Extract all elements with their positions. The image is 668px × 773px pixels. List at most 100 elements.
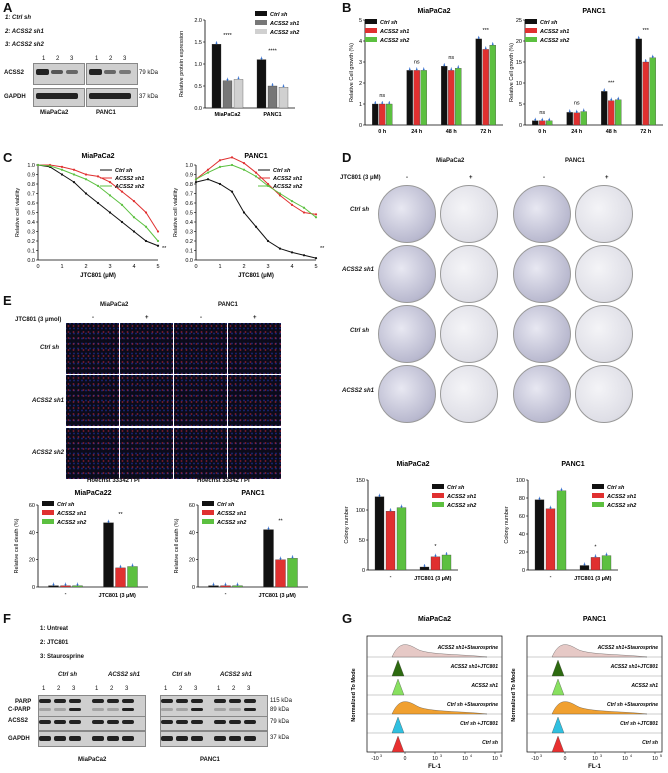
f-cparp-label: C-PARP (8, 707, 31, 713)
f-grp-ctrl-mia: Ctrl sh (58, 672, 78, 678)
a-gapdh-label: GAPDH (4, 94, 26, 100)
blot-band (214, 736, 226, 741)
blot-band (244, 699, 256, 703)
x-tick-label: 4 (290, 264, 293, 270)
fluorescence-image (174, 323, 227, 374)
data-point (389, 509, 392, 512)
bar (220, 585, 231, 588)
fluorescence-image (66, 375, 119, 426)
x-tick-label: 72 h (640, 129, 652, 135)
significance-mark: ns (574, 101, 580, 107)
data-point (378, 494, 381, 497)
blot-band (39, 736, 51, 741)
panel-label-g: G (342, 611, 353, 626)
data-point (254, 225, 258, 228)
bar (232, 585, 243, 588)
e-chart-panc: PANC1 0 20 40 60 Relative cell death (%) - ** JT… (174, 490, 308, 599)
data-point (60, 173, 64, 176)
f-gapdh-label: GAPDH (8, 736, 30, 742)
y-tick-label: 10 (516, 81, 522, 87)
y-tick-label: 0.5 (27, 211, 35, 217)
legend-swatch (365, 37, 377, 42)
panel-label-e: E (3, 293, 12, 308)
significance-mark: * (594, 545, 597, 551)
data-point (651, 55, 654, 58)
histogram-label: Ctrl sh (642, 740, 658, 746)
y-axis-label: Relative Cell growth (%) (349, 43, 355, 102)
fluorescence-image (120, 323, 173, 374)
d-row-sh1a: ACSS2 sh1 (342, 267, 375, 273)
e-chart-mia: MiaPaCa22 0 20 40 60 Relative cell death (%) -… (14, 490, 148, 599)
histogram-label: ACSS2 sh1+Staurosprine (437, 645, 499, 651)
bar (222, 80, 233, 109)
data-point (422, 68, 425, 71)
significance-mark: ** (162, 246, 167, 252)
data-point (48, 164, 52, 168)
data-point (583, 563, 586, 566)
data-point (60, 165, 64, 168)
data-point (491, 43, 494, 46)
significance-mark: * (434, 544, 437, 550)
data-point (279, 557, 282, 560)
x-tick-label: 48 h (606, 129, 618, 135)
y-tick-label: 100 (356, 508, 365, 514)
significance-mark: ns (448, 55, 454, 61)
legend-label: ACSS2 sh2 (269, 30, 299, 36)
x-tick-label: 2 (84, 264, 87, 270)
bar (579, 565, 590, 571)
significance-mark: *** (643, 28, 650, 34)
a-blot-mia-acss2 (33, 63, 85, 85)
x-axis-label: JTC801 (3 μM) (99, 593, 136, 599)
y-tick-label: 3 (359, 60, 362, 66)
bar (615, 99, 622, 126)
data-point (541, 118, 544, 121)
data-point (64, 583, 67, 586)
chart-title: MiaPaCa2 (418, 616, 451, 623)
y-axis-label: Normalized To Mode (511, 668, 517, 721)
y-tick-label: 0.0 (185, 258, 193, 264)
a-lane-2a: 2 (56, 56, 60, 62)
x-tick-label: 10 (462, 756, 468, 762)
e-row-sh1: ACSS2 sh1 (32, 398, 65, 404)
fluorescence-image (174, 428, 227, 479)
histogram-peak (551, 735, 565, 753)
b-chart-panc: PANC1 0 5 10 15 20 25 Relative Cell growth (%) 0… (509, 8, 663, 135)
y-axis-label: Relative protein expression (179, 31, 185, 97)
data-point (108, 181, 112, 184)
legend-label: Ctrl sh (115, 168, 133, 174)
data-point (314, 257, 318, 260)
histogram-peak (391, 659, 405, 677)
histogram-peak (391, 678, 405, 696)
y-tick-label: 0.6 (185, 201, 193, 207)
chart-title: PANC1 (241, 490, 264, 497)
lane-number: 3 (247, 686, 251, 692)
fluorescence-image (120, 375, 173, 426)
data-point (381, 102, 384, 104)
y-tick-label: 0.0 (27, 258, 35, 264)
x-tick-label: 2 (242, 264, 245, 270)
f-mw-115: 115 kDa (270, 698, 292, 704)
data-point (76, 583, 79, 586)
blot-band (122, 708, 134, 711)
a-acss2-label: ACSS2 (4, 70, 25, 76)
blot-band (191, 699, 203, 703)
e-row-sh2: ACSS2 sh2 (32, 450, 65, 456)
lane-number: 2 (232, 686, 236, 692)
y-tick-label: 0.1 (27, 249, 35, 255)
bar (263, 529, 274, 588)
blot-band (92, 720, 104, 724)
x-tick-label: 3 (108, 264, 111, 270)
histogram-label: Ctrl sh +Staurosprine (447, 702, 498, 708)
data-point (218, 159, 222, 162)
bar (556, 490, 567, 571)
data-point (457, 66, 460, 69)
data-point (144, 211, 148, 214)
lane-number: 2 (179, 686, 183, 692)
data-point (84, 173, 88, 176)
f-legend-2: 2: JTC801 (40, 640, 69, 646)
d-plus-2: + (605, 175, 609, 181)
bar (534, 499, 545, 571)
data-point (230, 190, 234, 193)
chart-title: PANC1 (583, 616, 606, 623)
